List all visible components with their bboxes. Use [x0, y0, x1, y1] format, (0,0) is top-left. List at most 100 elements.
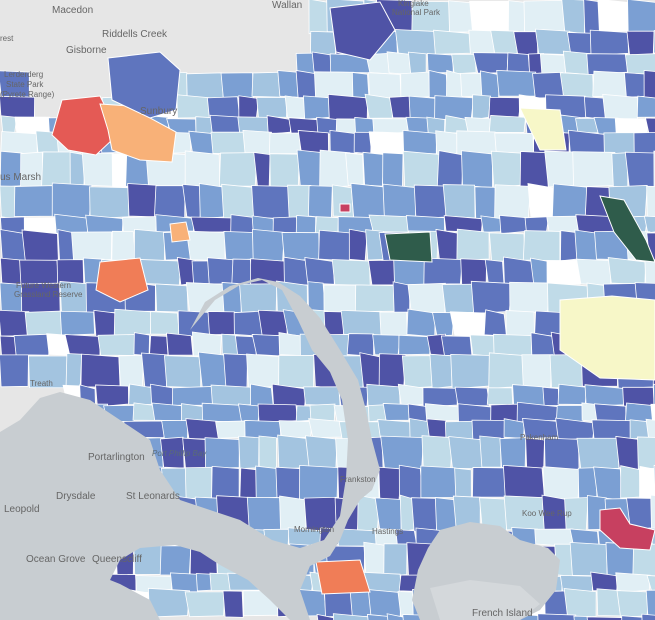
region-kinglake[interactable]	[329, 1, 396, 61]
suburb-region[interactable]	[223, 230, 255, 261]
suburb-region[interactable]	[639, 465, 655, 500]
suburb-region[interactable]	[209, 114, 241, 133]
suburb-region[interactable]	[637, 436, 655, 470]
suburb-region[interactable]	[523, 0, 566, 33]
suburb-region[interactable]	[636, 95, 655, 118]
suburb-region[interactable]	[184, 150, 221, 188]
suburb-region[interactable]	[246, 353, 281, 389]
suburb-region[interactable]	[161, 420, 189, 441]
suburb-region[interactable]	[645, 589, 655, 619]
suburb-region[interactable]	[242, 129, 272, 156]
suburb-region[interactable]	[0, 354, 29, 388]
suburb-region[interactable]	[521, 354, 554, 390]
suburb-region[interactable]	[519, 151, 549, 189]
suburb-region[interactable]	[278, 354, 315, 389]
suburb-region[interactable]	[190, 216, 233, 233]
suburb-region[interactable]	[398, 464, 424, 500]
suburb-region[interactable]	[238, 95, 260, 120]
suburb-region[interactable]	[423, 257, 463, 285]
suburb-region[interactable]	[471, 94, 492, 121]
suburb-region[interactable]	[643, 70, 655, 99]
suburb-region[interactable]	[386, 51, 412, 76]
suburb-region[interactable]	[433, 29, 471, 55]
suburb-region[interactable]	[372, 334, 401, 356]
suburb-region[interactable]	[450, 353, 491, 390]
suburb-region[interactable]	[13, 333, 50, 356]
suburb-region[interactable]	[392, 281, 411, 314]
suburb-region[interactable]	[413, 184, 448, 220]
suburb-region[interactable]	[150, 311, 180, 335]
suburb-region[interactable]	[233, 310, 264, 337]
suburb-region[interactable]	[502, 464, 545, 499]
region-blue-north[interactable]	[107, 51, 181, 119]
suburb-region[interactable]	[332, 613, 370, 620]
suburb-region[interactable]	[641, 613, 655, 620]
suburb-region[interactable]	[394, 29, 438, 56]
suburb-region[interactable]	[532, 71, 564, 99]
suburb-region[interactable]	[645, 418, 655, 439]
suburb-region[interactable]	[176, 94, 211, 119]
suburb-region[interactable]	[313, 71, 355, 98]
suburb-region[interactable]	[111, 153, 128, 188]
suburb-region[interactable]	[479, 497, 509, 531]
suburb-region[interactable]	[281, 232, 320, 262]
suburb-region[interactable]	[65, 353, 83, 390]
suburb-region[interactable]	[525, 437, 545, 469]
suburb-region[interactable]	[21, 229, 59, 262]
suburb-region[interactable]	[85, 214, 124, 233]
suburb-region[interactable]	[407, 282, 446, 314]
suburb-region[interactable]	[272, 216, 300, 234]
suburb-region[interactable]	[303, 386, 341, 407]
suburb-region[interactable]	[382, 403, 412, 421]
suburb-region[interactable]	[490, 150, 523, 189]
suburb-region[interactable]	[111, 230, 137, 262]
suburb-region[interactable]	[406, 308, 436, 338]
suburb-region[interactable]	[402, 150, 441, 189]
suburb-region[interactable]	[210, 384, 254, 408]
suburb-region[interactable]	[296, 149, 322, 189]
suburb-region[interactable]	[302, 95, 332, 120]
suburb-region[interactable]	[486, 387, 514, 406]
suburb-region[interactable]	[383, 543, 408, 577]
region-yellow-east[interactable]	[559, 295, 655, 381]
suburb-region[interactable]	[435, 228, 460, 261]
suburb-region[interactable]	[503, 256, 535, 286]
suburb-region[interactable]	[539, 53, 566, 75]
suburb-region[interactable]	[442, 184, 476, 219]
suburb-region[interactable]	[207, 311, 237, 336]
suburb-region[interactable]	[593, 466, 624, 501]
suburb-region[interactable]	[295, 215, 317, 234]
suburb-region[interactable]	[479, 435, 502, 468]
suburb-region[interactable]	[633, 132, 655, 156]
suburb-region[interactable]	[215, 420, 246, 439]
suburb-region[interactable]	[0, 229, 27, 262]
suburb-region[interactable]	[93, 309, 118, 338]
suburb-region[interactable]	[237, 403, 261, 423]
suburb-region[interactable]	[472, 467, 509, 498]
suburb-region[interactable]	[650, 494, 655, 531]
suburb-region[interactable]	[589, 29, 629, 56]
suburb-region[interactable]	[431, 312, 455, 337]
suburb-region[interactable]	[257, 403, 298, 423]
suburb-region[interactable]	[441, 283, 476, 314]
suburb-region[interactable]	[362, 151, 385, 187]
suburb-region[interactable]	[250, 383, 274, 407]
suburb-region[interactable]	[566, 32, 593, 55]
suburb-region[interactable]	[592, 70, 627, 98]
suburb-region[interactable]	[238, 435, 260, 470]
suburb-region[interactable]	[616, 590, 650, 618]
suburb-region[interactable]	[155, 283, 189, 313]
suburb-region[interactable]	[210, 131, 246, 154]
suburb-region[interactable]	[185, 418, 221, 440]
suburb-region[interactable]	[607, 257, 647, 286]
suburb-region[interactable]	[488, 115, 526, 133]
suburb-region[interactable]	[308, 185, 333, 219]
suburb-region[interactable]	[163, 355, 202, 389]
suburb-region[interactable]	[650, 403, 655, 423]
suburb-region[interactable]	[499, 214, 529, 235]
suburb-region[interactable]	[299, 464, 339, 500]
suburb-region[interactable]	[378, 466, 403, 501]
suburb-region[interactable]	[513, 31, 539, 56]
suburb-region[interactable]	[424, 403, 459, 422]
suburb-region[interactable]	[0, 185, 17, 220]
